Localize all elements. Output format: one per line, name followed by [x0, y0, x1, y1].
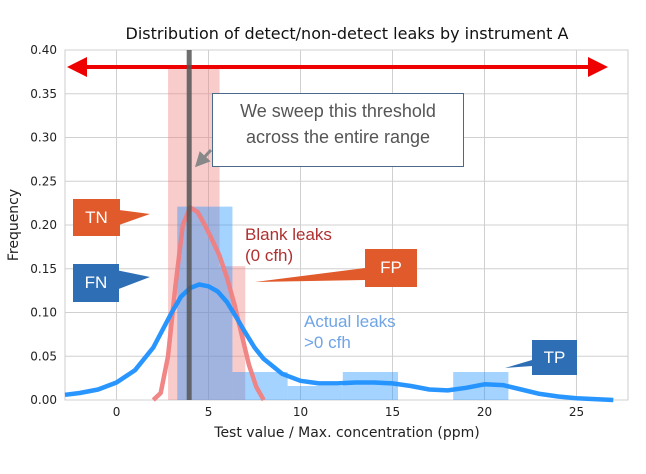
y-tick-label: 0.10	[30, 306, 57, 320]
histogram-bar	[342, 372, 399, 400]
y-tick-label: 0.05	[30, 349, 57, 363]
fp-callout: FP	[365, 249, 417, 287]
kde-curve	[64, 282, 614, 403]
x-axis-ticks: 0 5 10 15 20 25	[113, 405, 584, 419]
kde-curve	[151, 205, 266, 402]
fn-callout: FN	[73, 264, 119, 302]
threshold-note: We sweep this threshold across the entir…	[212, 93, 464, 167]
y-tick-label: 0.30	[30, 131, 57, 145]
x-axis-title: Test value / Max. concentration (ppm)	[213, 425, 479, 441]
tn-pointer	[119, 210, 150, 225]
threshold-note-pointer	[194, 148, 213, 168]
y-tick-label: 0.35	[30, 87, 57, 101]
x-tick-label: 5	[205, 405, 213, 419]
histogram-bar	[177, 206, 233, 400]
y-tick-label: 0.20	[30, 218, 57, 232]
actual-leaks-label: Actual leaks >0 cfh	[304, 311, 396, 353]
y-axis-title: Frequency	[6, 189, 22, 261]
y-tick-label: 0.15	[30, 262, 57, 276]
histogram-bins	[168, 65, 509, 400]
x-tick-label: 10	[293, 405, 308, 419]
x-tick-label: 0	[113, 405, 121, 419]
tp-callout: TP	[532, 340, 577, 375]
threshold-note-line-1: We sweep this threshold	[240, 101, 436, 121]
threshold-note-line-2: across the entire range	[245, 127, 431, 147]
y-tick-label: 0.00	[30, 393, 57, 407]
fp-pointer	[255, 268, 365, 282]
chart-title: Distribution of detect/non-detect leaks …	[126, 24, 569, 43]
actual-leaks-line-2: >0 cfh	[304, 333, 351, 352]
tp-pointer	[505, 360, 532, 368]
y-tick-label: 0.25	[30, 174, 57, 188]
fn-pointer	[116, 270, 150, 290]
histogram-bar	[287, 386, 343, 400]
y-axis-ticks: 0.00 0.05 0.10 0.15 0.20 0.25 0.30 0.35 0.40	[30, 43, 57, 407]
y-tick-label: 0.40	[30, 43, 57, 57]
tn-callout: TN	[73, 199, 120, 236]
blank-leaks-line-1: Blank leaks	[245, 225, 332, 244]
blank-leaks-line-2: (0 cfh)	[245, 246, 294, 265]
x-tick-label: 25	[569, 405, 584, 419]
x-tick-label: 20	[477, 405, 492, 419]
actual-leaks-line-1: Actual leaks	[304, 312, 396, 331]
blank-leaks-label: Blank leaks (0 cfh)	[245, 224, 332, 266]
x-tick-label: 15	[385, 405, 400, 419]
kde-curves	[64, 205, 614, 403]
